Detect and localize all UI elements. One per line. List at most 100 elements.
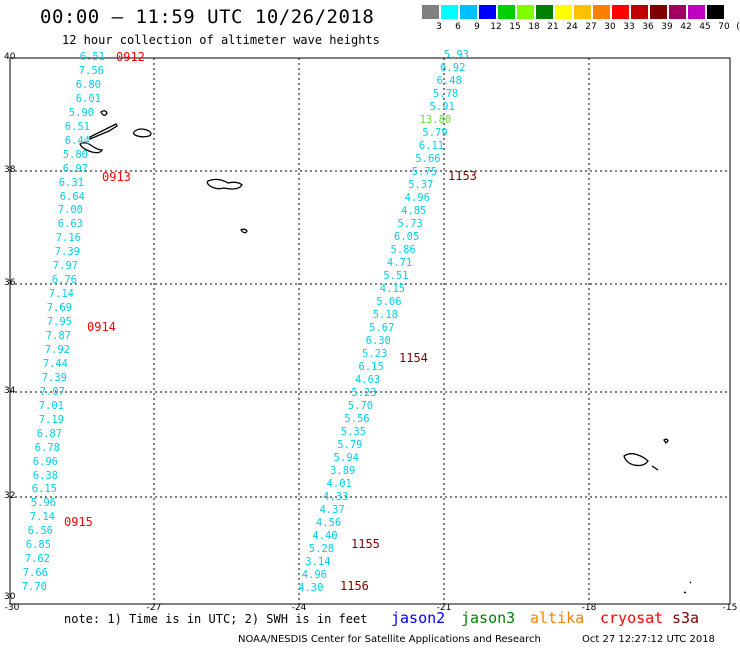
satellite-legend-item: jason3 (461, 609, 516, 627)
satellite-legend-item: altika (530, 609, 585, 627)
color-swatch (498, 5, 515, 19)
wave-height-value: 7.69 (46, 302, 72, 315)
wave-height-value: 6.56 (27, 525, 53, 538)
wave-height-value: 6.38 (32, 469, 58, 482)
wave-height-value: 7.70 (21, 581, 47, 594)
wave-height-value: 5.75 (411, 166, 438, 178)
wave-height-value: 6.01 (75, 92, 101, 105)
latitude-label: 30 (4, 592, 16, 602)
color-swatch (441, 5, 458, 19)
wave-height-value: 5.96 (30, 497, 56, 510)
longitude-label: -27 (146, 603, 162, 613)
latitude-label: 32 (4, 491, 16, 501)
time-label: 1155 (351, 537, 380, 551)
wave-height-value: 7.19 (38, 413, 64, 426)
color-scale-label: 18 (528, 22, 540, 32)
wave-height-value: 6.92 (440, 62, 466, 74)
longitude-label: -24 (291, 603, 307, 613)
wave-height-value: 5.79 (422, 127, 448, 139)
time-label: 0913 (102, 170, 131, 184)
wave-height-value: 5.73 (397, 218, 423, 230)
wave-height-value: 13.80 (419, 114, 452, 126)
latitude-label: 40 (4, 52, 16, 62)
wave-height-value: 4.40 (312, 530, 338, 542)
color-swatch (650, 5, 667, 19)
color-swatch (612, 5, 629, 19)
satellite-legend-item: s3a (672, 609, 700, 627)
time-label: 0915 (64, 515, 93, 529)
wave-height-value: 5.66 (415, 153, 441, 165)
time-label: 0914 (87, 320, 116, 334)
wave-height-value: 3.89 (330, 465, 356, 477)
wave-height-value: 7.87 (45, 330, 71, 342)
wave-height-value: 6.78 (34, 441, 60, 454)
wave-height-value: 6.30 (365, 335, 391, 347)
credit-line: NOAA/NESDIS Center for Satellite Applica… (238, 634, 541, 645)
longitude-label: -18 (581, 603, 597, 613)
wave-height-value: 6.85 (25, 539, 51, 552)
color-scale-label: 15 (509, 22, 521, 32)
wave-height-value: 5.28 (308, 543, 335, 555)
wave-height-value: 5.86 (390, 244, 416, 256)
color-swatch (631, 5, 648, 19)
wave-height-value: 5.67 (369, 322, 395, 334)
wave-height-value: 4.71 (386, 257, 413, 269)
wave-height-value: 5.51 (383, 270, 409, 282)
wave-height-value: 5.23 (362, 348, 388, 360)
wave-height-value: 5.37 (408, 179, 434, 191)
color-swatch (707, 5, 724, 19)
wave-height-value: 6.64 (59, 190, 85, 203)
color-scale-label: 30 (604, 22, 616, 32)
wave-height-value: 4.15 (379, 283, 406, 295)
wave-height-value: 7.01 (38, 399, 64, 412)
color-scale-label: 45 (699, 22, 711, 32)
color-scale-label: 33 (623, 22, 635, 32)
wave-height-value: 7.97 (52, 260, 78, 273)
wave-height-value: 5.93 (443, 49, 469, 61)
color-scale-label: 21 (547, 22, 559, 32)
wave-height-value: 7.39 (54, 246, 80, 259)
color-scale-label: (ft) (736, 22, 740, 32)
latitude-label: 36 (4, 278, 16, 288)
wave-height-value: 7.16 (55, 232, 81, 245)
color-scale-label: 36 (642, 22, 654, 32)
color-swatch (422, 5, 439, 19)
satellite-legend-item: cryosat (600, 609, 664, 627)
wave-height-value: 3.14 (305, 556, 331, 568)
color-scale-label: 3 (436, 22, 442, 32)
wave-height-value: 4.01 (326, 478, 352, 490)
wave-height-value: 6.05 (394, 231, 420, 243)
color-scale-label: 39 (661, 22, 673, 32)
longitude-label: -15 (722, 603, 738, 613)
color-swatch (688, 5, 705, 19)
footer-note: note: 1) Time is in UTC; 2) SWH is in fe… (64, 612, 368, 626)
wave-height-value: 7.95 (46, 316, 72, 329)
color-scale-label: 12 (490, 22, 502, 32)
color-swatch (555, 5, 572, 19)
wave-height-value: 6.51 (79, 51, 105, 63)
wave-height-value: 6.76 (51, 274, 77, 287)
wave-height-value: 5.06 (376, 296, 402, 308)
wave-height-value: 6.80 (75, 78, 101, 91)
color-scale-label: 27 (585, 22, 597, 32)
wave-height-value: 6.63 (57, 218, 83, 231)
latitude-label: 38 (4, 165, 16, 175)
wave-height-value: 7.00 (57, 204, 83, 217)
wave-height-value: 5.79 (337, 439, 363, 451)
page-subtitle: 12 hour collection of altimeter wave hei… (62, 33, 380, 47)
wave-height-value: 6.31 (58, 176, 84, 189)
color-scale-label: 9 (474, 22, 480, 32)
wave-height-value: 7.14 (48, 288, 74, 301)
wave-height-value: 6.15 (358, 361, 384, 373)
map-frame (9, 57, 731, 605)
page-title: 00:00 – 11:59 UTC 10/26/2018 (40, 6, 375, 28)
wave-height-value: 7.39 (41, 371, 67, 384)
wave-height-value: 4.33 (323, 491, 349, 503)
wave-height-value: 5.91 (429, 101, 455, 113)
color-swatch (536, 5, 553, 19)
wave-height-value: 6.87 (36, 427, 62, 440)
map-grid (10, 58, 730, 604)
wave-height-value: 5.35 (340, 426, 367, 438)
color-swatch (669, 5, 686, 19)
